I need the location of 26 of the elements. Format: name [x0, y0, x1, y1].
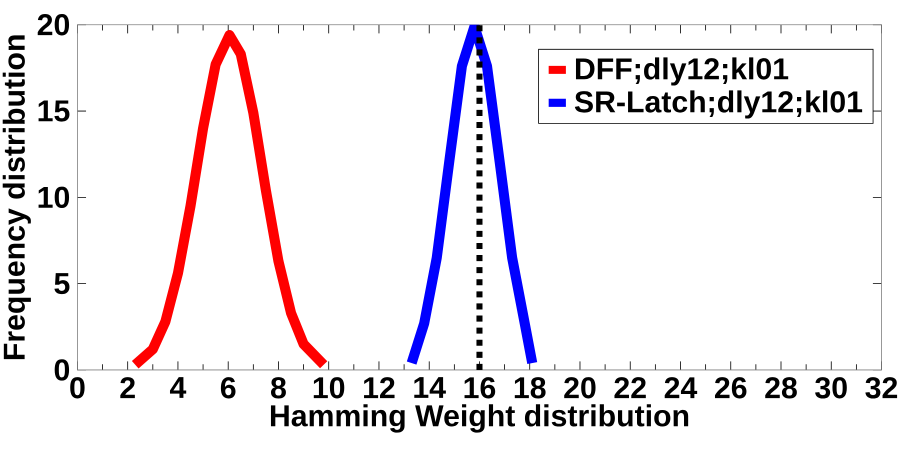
legend-label: DFF;dly12;kl01	[576, 57, 788, 86]
legend-label: SR-Latch;dly12;kl01	[574, 90, 862, 119]
x-tick-label: 26	[714, 377, 746, 398]
x-tick-label: 30	[815, 377, 847, 399]
x-tick-label: 10	[314, 377, 344, 398]
x-axis-title: Hamming Weight distribution	[270, 404, 688, 433]
x-tick-label: 12	[364, 377, 395, 398]
x-tick-label: 2	[120, 377, 135, 398]
x-tick-label: 6	[220, 377, 236, 398]
y-axis-title: Frequency distribution	[2, 35, 31, 360]
x-tick-label: 0	[70, 377, 85, 398]
y-tick-label: 20	[38, 14, 70, 36]
x-tick-label: 18	[514, 377, 546, 398]
x-tick-label: 32	[865, 377, 898, 399]
x-tick-label: 20	[564, 377, 596, 398]
x-tick-label: 22	[614, 377, 646, 398]
x-tick-label: 16	[464, 377, 496, 398]
x-tick-label: 28	[765, 377, 797, 398]
y-tick-label: 10	[38, 186, 70, 208]
x-tick-label: 24	[664, 377, 698, 398]
x-tick-label: 8	[270, 377, 286, 398]
x-tick-label: 14	[414, 377, 446, 398]
y-tick-label: 5	[54, 273, 70, 294]
y-tick-label: 15	[38, 100, 70, 122]
x-tick-label: 4	[170, 377, 186, 398]
y-tick-label: 0	[54, 359, 70, 381]
